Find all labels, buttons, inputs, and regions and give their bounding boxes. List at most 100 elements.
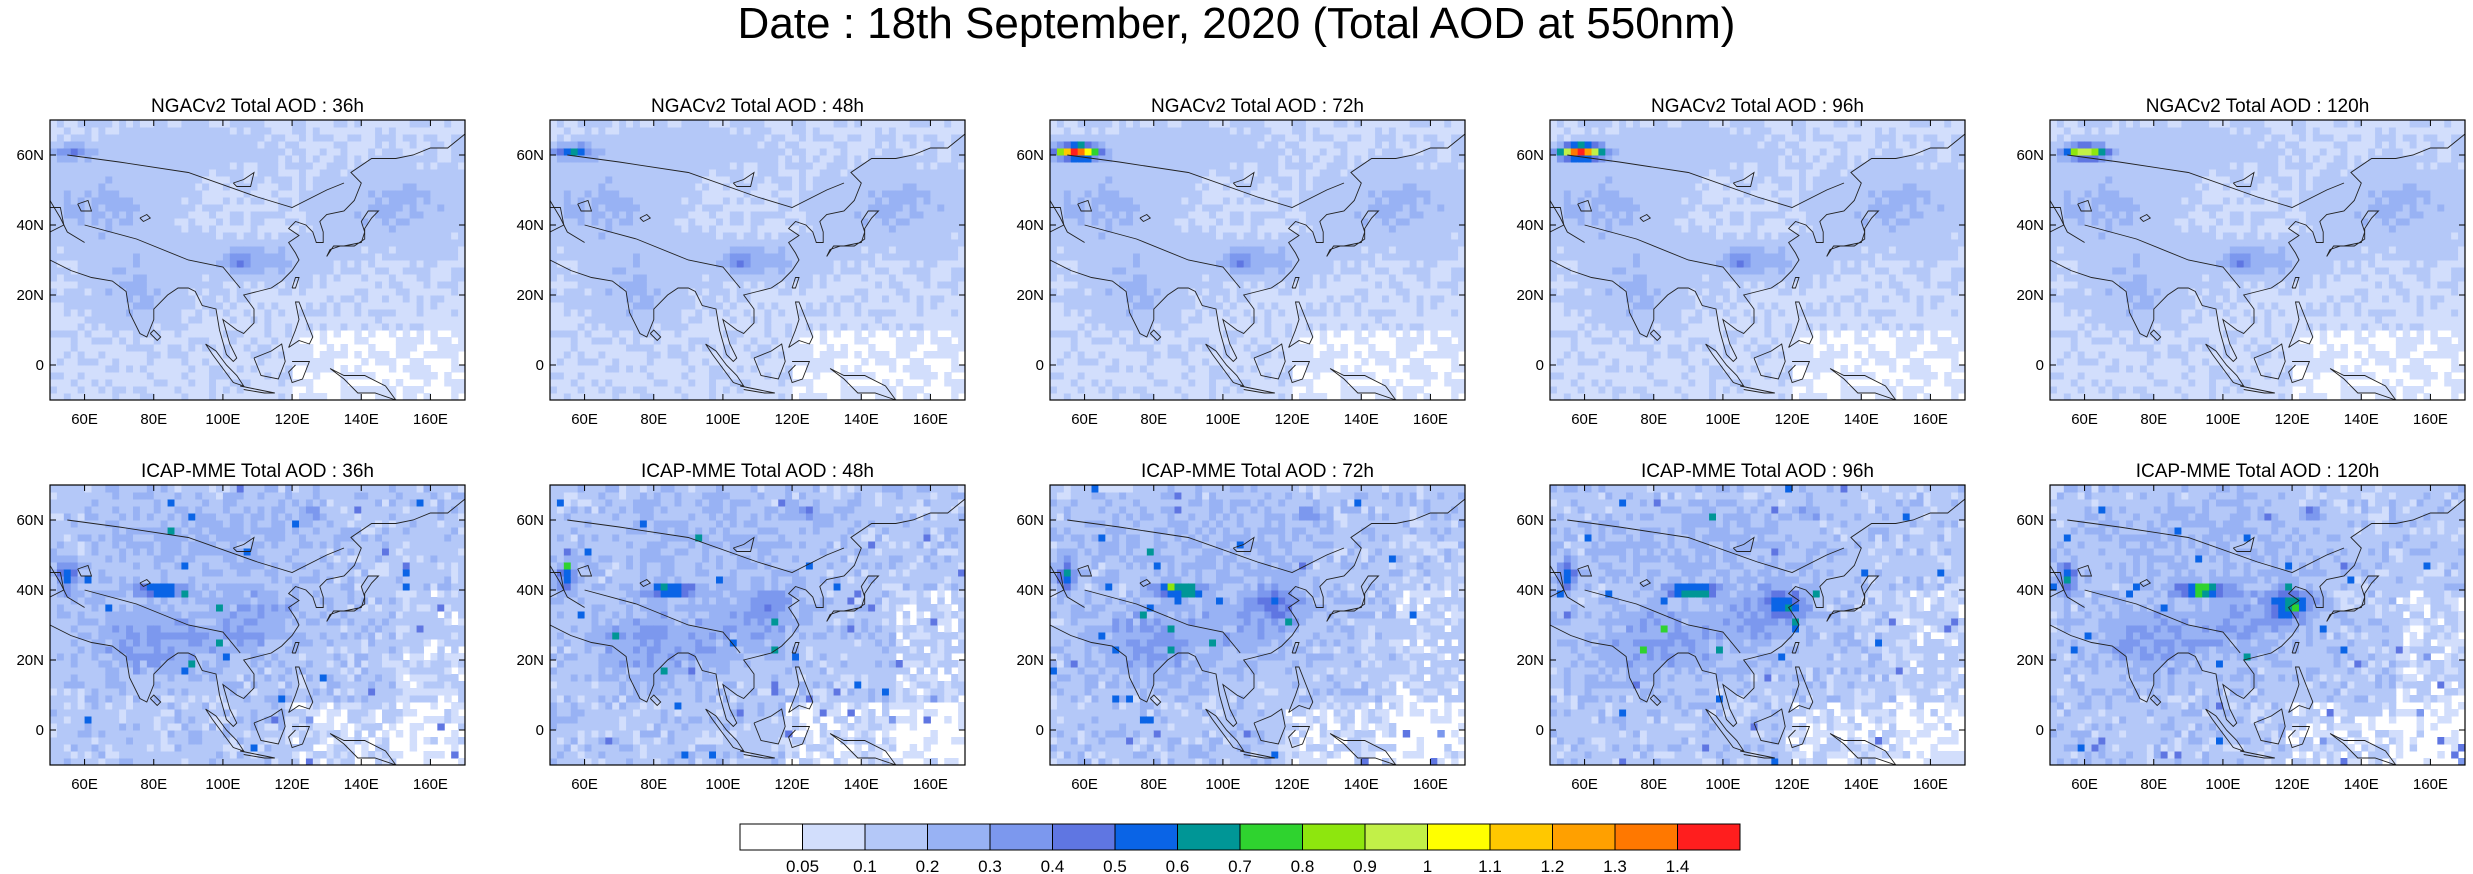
lon-label: 140E xyxy=(344,411,379,428)
lat-label: 0 xyxy=(2036,357,2044,374)
panel-title: ICAP-MME Total AOD : 72h xyxy=(1141,461,1374,482)
lat-label: 40N xyxy=(1016,217,1044,234)
lon-label: 60E xyxy=(571,411,598,428)
lon-label: 140E xyxy=(344,776,379,793)
lon-label: 160E xyxy=(2413,411,2448,428)
lat-label: 40N xyxy=(16,217,44,234)
aod-field xyxy=(2050,485,2465,765)
lon-label: 80E xyxy=(2140,776,2167,793)
lon-label: 120E xyxy=(1275,776,1310,793)
lon-label: 60E xyxy=(2071,776,2098,793)
lon-label: 120E xyxy=(1775,776,1810,793)
map-frame xyxy=(1549,119,1966,401)
lon-label: 140E xyxy=(844,776,879,793)
lat-label: 40N xyxy=(516,217,544,234)
coastlines xyxy=(1550,133,1965,400)
lon-label: 160E xyxy=(1413,776,1448,793)
lat-label: 0 xyxy=(1536,357,1544,374)
lat-label: 0 xyxy=(36,722,44,739)
aod-field xyxy=(50,120,465,400)
lon-label: 160E xyxy=(913,411,948,428)
lon-label: 140E xyxy=(1844,411,1879,428)
lon-label: 140E xyxy=(2344,411,2379,428)
lon-label: 160E xyxy=(2413,776,2448,793)
map-panel: ICAP-MME Total AOD : 96h 60N 40N 20N 0 60E 80E… xyxy=(1516,461,1966,793)
lat-label: 60N xyxy=(516,512,544,529)
panel-title: NGACv2 Total AOD : 120h xyxy=(2146,96,2370,117)
lon-label: 100E xyxy=(1205,411,1240,428)
lon-label: 60E xyxy=(71,776,98,793)
lon-label: 60E xyxy=(1571,411,1598,428)
lat-label: 20N xyxy=(16,652,44,669)
lat-label: 0 xyxy=(536,357,544,374)
map-panel: ICAP-MME Total AOD : 72h 60N 40N 20N 0 60E 80E… xyxy=(1016,461,1466,793)
lat-label: 60N xyxy=(2016,512,2044,529)
lat-label: 40N xyxy=(2016,582,2044,599)
panel-title: ICAP-MME Total AOD : 36h xyxy=(141,461,374,482)
aod-field xyxy=(550,485,965,765)
lon-label: 80E xyxy=(640,776,667,793)
lat-label: 60N xyxy=(1516,147,1544,164)
coastlines xyxy=(1050,133,1465,400)
lat-label: 60N xyxy=(1016,147,1044,164)
lat-label: 60N xyxy=(1016,512,1044,529)
lon-label: 160E xyxy=(913,776,948,793)
lon-label: 120E xyxy=(775,776,810,793)
lat-label: 20N xyxy=(16,287,44,304)
lon-label: 100E xyxy=(2205,411,2240,428)
lon-label: 120E xyxy=(275,411,310,428)
lat-label: 40N xyxy=(16,582,44,599)
lat-label: 20N xyxy=(1016,287,1044,304)
lat-label: 20N xyxy=(516,287,544,304)
lat-label: 20N xyxy=(1516,287,1544,304)
lat-label: 0 xyxy=(1036,722,1044,739)
lon-label: 80E xyxy=(140,776,167,793)
aod-field xyxy=(1550,120,1965,400)
panel-title: ICAP-MME Total AOD : 120h xyxy=(2136,461,2380,482)
coastlines xyxy=(550,133,965,400)
lon-label: 100E xyxy=(2205,776,2240,793)
lat-label: 40N xyxy=(1516,217,1544,234)
lon-label: 120E xyxy=(2275,776,2310,793)
lat-label: 0 xyxy=(2036,722,2044,739)
map-panel: NGACv2 Total AOD : 48h 60N 40N 20N 0 60E 80E 10… xyxy=(516,96,966,428)
map-frame xyxy=(1549,484,1966,766)
lat-label: 20N xyxy=(1516,652,1544,669)
panel-title: ICAP-MME Total AOD : 96h xyxy=(1641,461,1874,482)
coastlines xyxy=(50,133,465,400)
lon-label: 160E xyxy=(1913,411,1948,428)
lon-label: 100E xyxy=(205,776,240,793)
lat-label: 60N xyxy=(16,512,44,529)
lon-label: 60E xyxy=(71,411,98,428)
map-panel: NGACv2 Total AOD : 36h 60N 40N 20N 0 60E 80E 10… xyxy=(16,96,466,428)
lon-label: 160E xyxy=(1413,411,1448,428)
lat-label: 20N xyxy=(1016,652,1044,669)
aod-field xyxy=(1050,120,1465,400)
lon-label: 60E xyxy=(1071,776,1098,793)
lon-label: 160E xyxy=(413,411,448,428)
panel-title: NGACv2 Total AOD : 36h xyxy=(151,96,364,117)
lat-label: 20N xyxy=(2016,287,2044,304)
map-frame xyxy=(1049,119,1466,401)
coastlines xyxy=(550,498,965,765)
lon-label: 100E xyxy=(1705,776,1740,793)
lon-label: 80E xyxy=(1140,776,1167,793)
lon-label: 80E xyxy=(640,411,667,428)
map-panel: NGACv2 Total AOD : 120h 60N 40N 20N 0 60E 80E 1… xyxy=(2016,96,2466,428)
lon-label: 80E xyxy=(2140,411,2167,428)
lat-label: 60N xyxy=(16,147,44,164)
map-panel: ICAP-MME Total AOD : 36h 60N 40N 20N 0 60E 80E… xyxy=(16,461,466,793)
panel-title: NGACv2 Total AOD : 72h xyxy=(1151,96,1364,117)
map-frame xyxy=(2049,119,2466,401)
lat-label: 40N xyxy=(1516,582,1544,599)
lon-label: 60E xyxy=(1071,411,1098,428)
lat-label: 0 xyxy=(1536,722,1544,739)
lat-label: 20N xyxy=(2016,652,2044,669)
lat-label: 60N xyxy=(2016,147,2044,164)
aod-field xyxy=(2050,120,2465,400)
map-panel: NGACv2 Total AOD : 72h 60N 40N 20N 0 60E 80E 10… xyxy=(1016,96,1466,428)
lon-label: 100E xyxy=(1705,411,1740,428)
lat-label: 40N xyxy=(1016,582,1044,599)
aod-field xyxy=(50,485,465,765)
